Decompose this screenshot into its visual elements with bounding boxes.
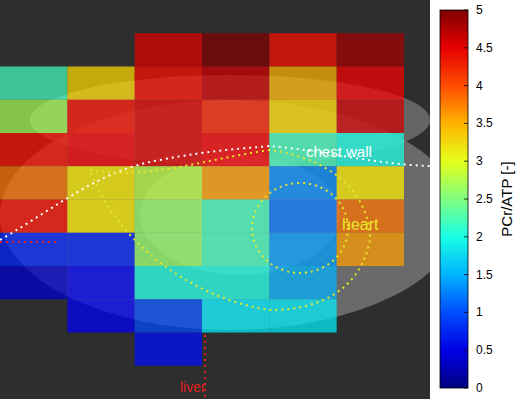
svg-text:4: 4 [476, 79, 483, 93]
svg-text:0: 0 [476, 381, 483, 395]
svg-text:chest wall: chest wall [306, 143, 372, 160]
svg-text:2: 2 [476, 230, 483, 244]
svg-text:3.5: 3.5 [476, 116, 493, 130]
svg-text:3: 3 [476, 154, 483, 168]
svg-text:1: 1 [476, 305, 483, 319]
svg-text:0.5: 0.5 [476, 343, 493, 357]
svg-text:PCr/ATP [-]: PCr/ATP [-] [498, 161, 515, 236]
svg-text:liver: liver [180, 379, 206, 395]
svg-text:4.5: 4.5 [476, 41, 493, 55]
svg-text:heart: heart [342, 216, 379, 233]
svg-text:2.5: 2.5 [476, 192, 493, 206]
svg-text:5: 5 [476, 3, 483, 17]
svg-text:1.5: 1.5 [476, 268, 493, 282]
